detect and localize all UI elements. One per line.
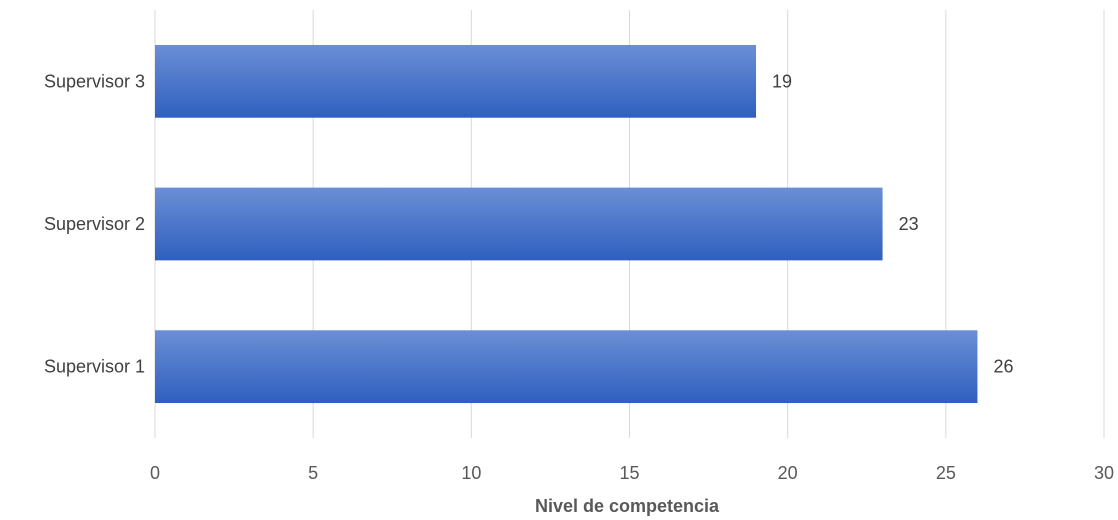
bars bbox=[155, 44, 978, 404]
category-label: Supervisor 3 bbox=[44, 71, 145, 91]
x-tick-label: 5 bbox=[308, 463, 318, 483]
data-labels: 26 23 19 bbox=[772, 71, 1013, 376]
bar-supervisor-2 bbox=[155, 187, 883, 261]
data-label: 26 bbox=[993, 357, 1013, 377]
x-tick-label: 20 bbox=[778, 463, 798, 483]
x-tick-label: 0 bbox=[150, 463, 160, 483]
x-tick-labels: 0 5 10 15 20 25 30 bbox=[150, 463, 1114, 483]
x-tick-label: 25 bbox=[936, 463, 956, 483]
data-label: 19 bbox=[772, 71, 792, 91]
bar-supervisor-3 bbox=[155, 44, 757, 118]
x-tick-label: 10 bbox=[461, 463, 481, 483]
x-axis-title: Nivel de competencia bbox=[535, 496, 720, 516]
data-label: 23 bbox=[899, 214, 919, 234]
category-label: Supervisor 2 bbox=[44, 214, 145, 234]
x-tick-label: 30 bbox=[1094, 463, 1114, 483]
bar-supervisor-1 bbox=[155, 330, 978, 404]
x-tick-label: 15 bbox=[619, 463, 639, 483]
category-labels: Supervisor 1 Supervisor 2 Supervisor 3 bbox=[44, 71, 145, 376]
category-label: Supervisor 1 bbox=[44, 357, 145, 377]
